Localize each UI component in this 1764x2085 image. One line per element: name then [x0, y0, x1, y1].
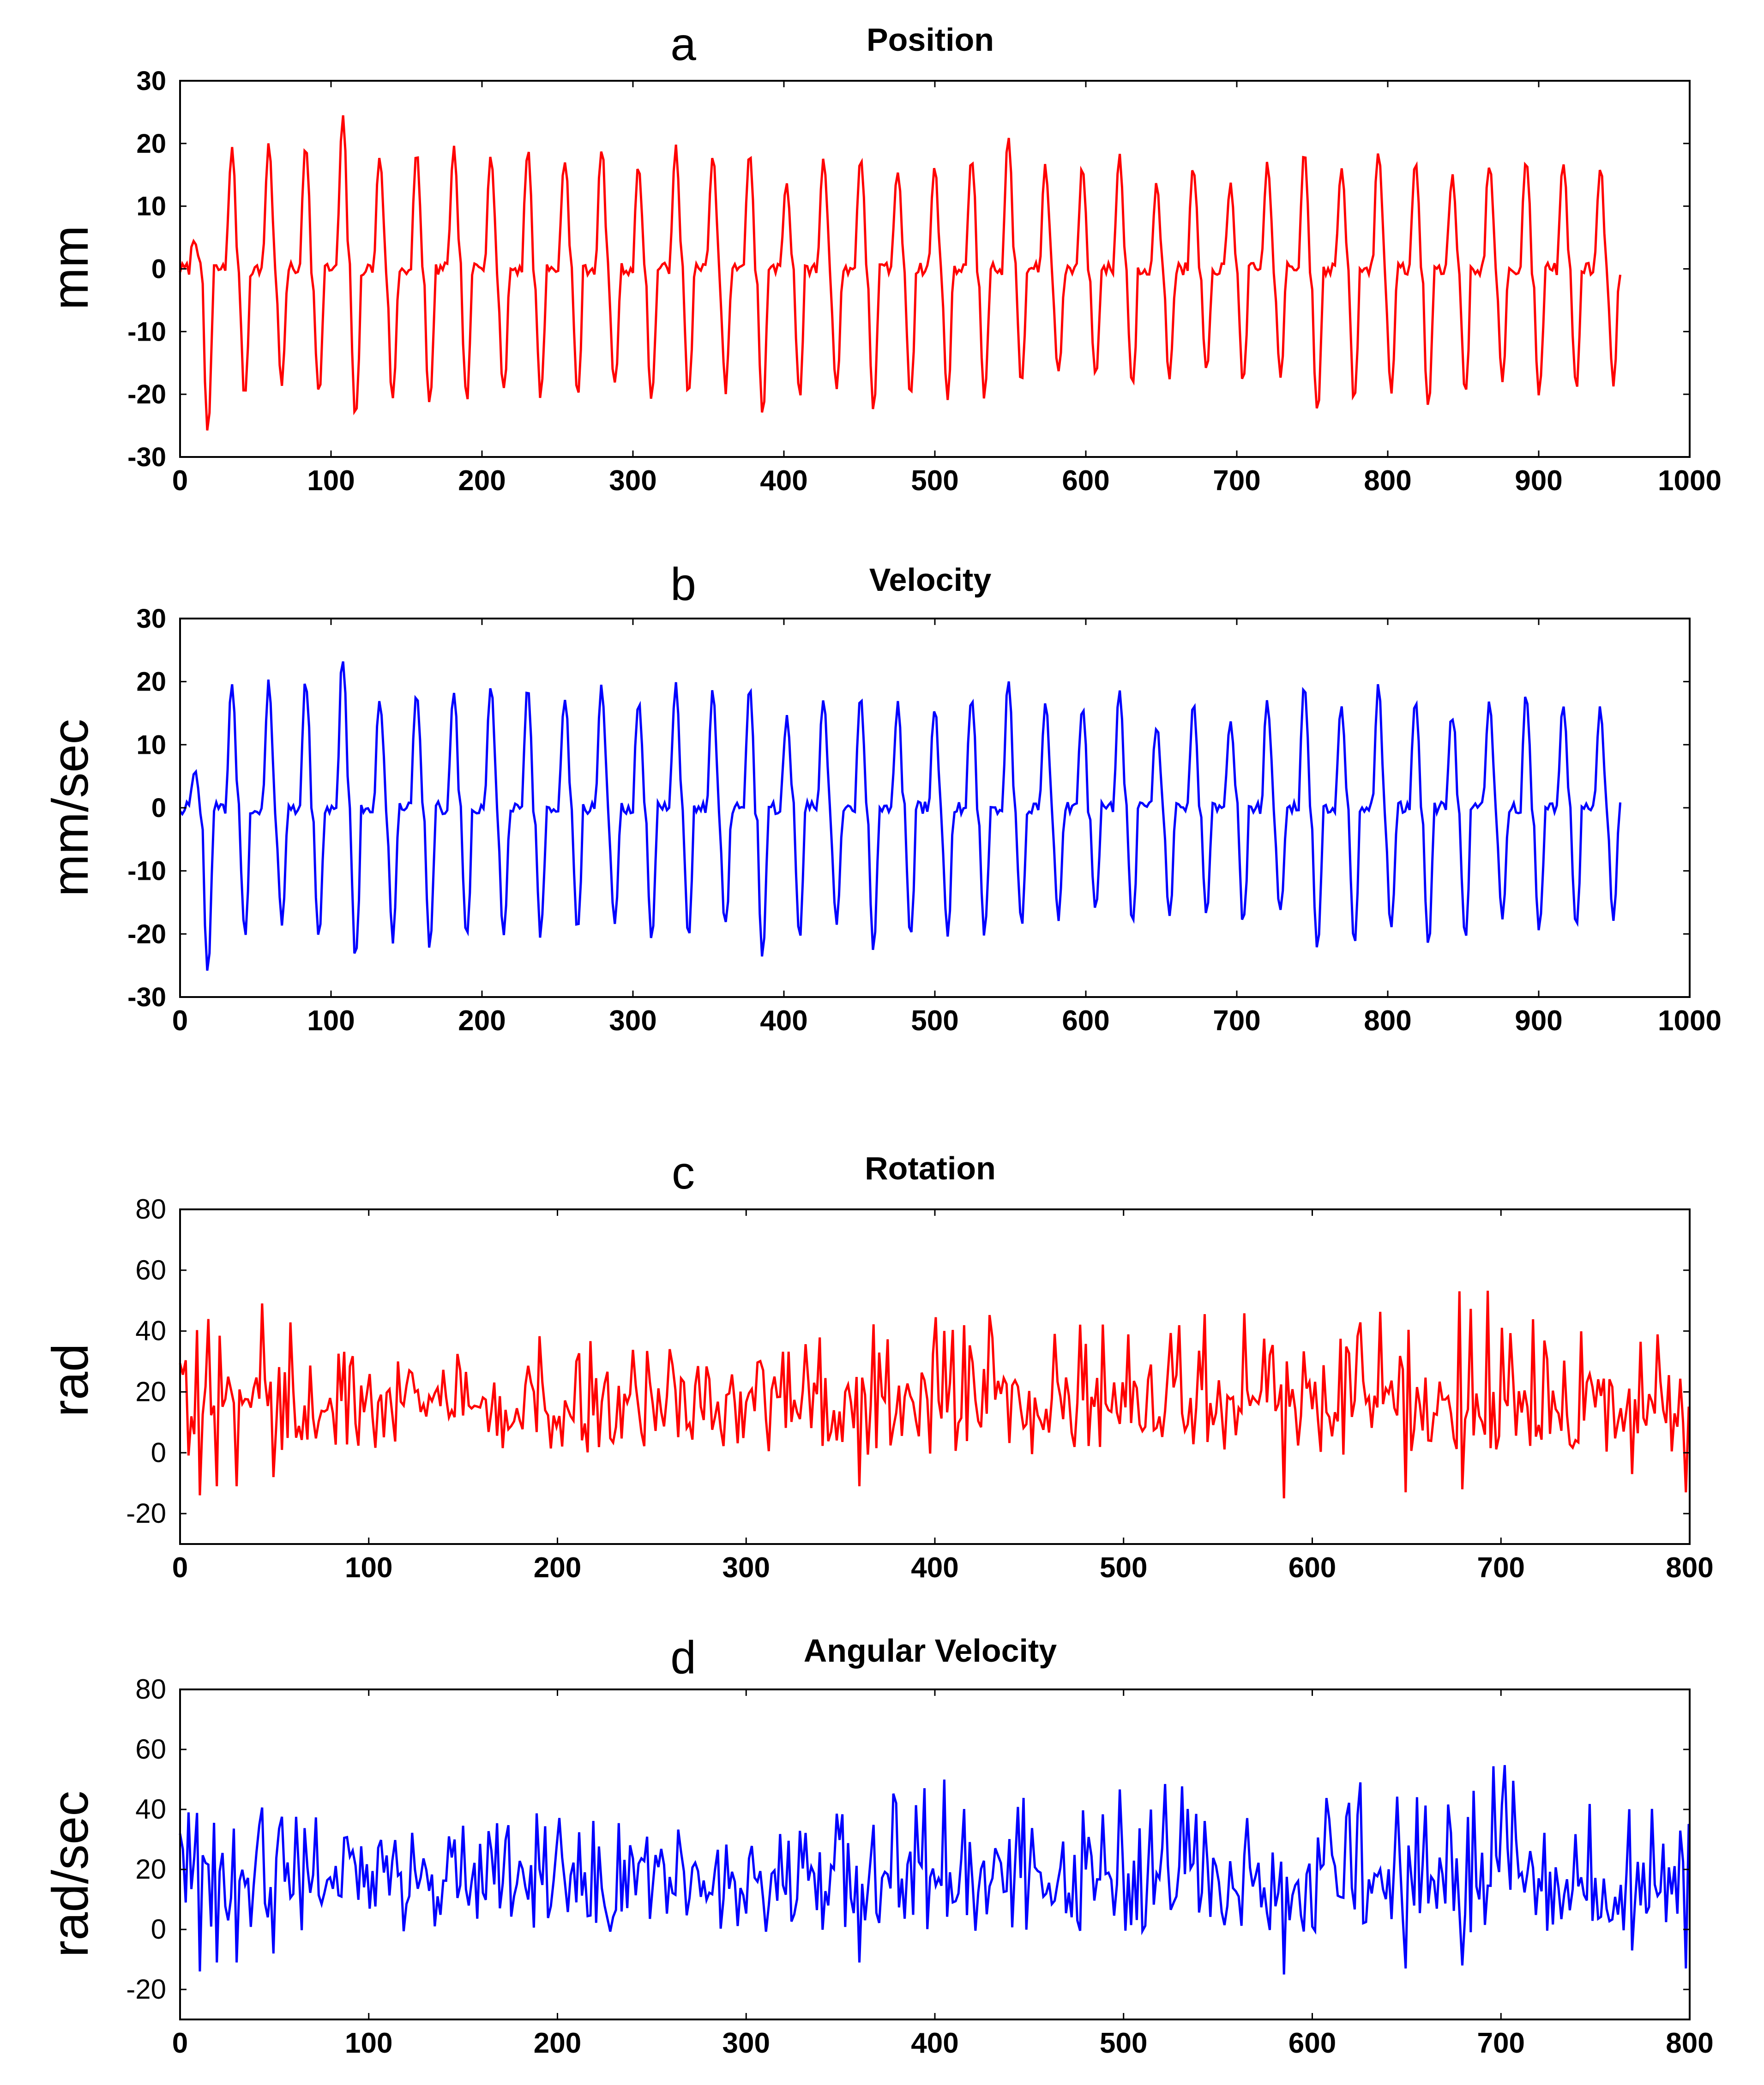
- y-axis-label: mm/sec: [42, 719, 99, 897]
- panel-letter: d: [670, 1632, 696, 1683]
- y-tick-label: 0: [151, 793, 166, 823]
- x-tick-label: 500: [1100, 2027, 1147, 2059]
- y-tick-label: -30: [127, 982, 166, 1012]
- y-tick-label: 20: [135, 1376, 166, 1407]
- x-tick-label: 400: [760, 465, 807, 497]
- x-tick-label: 400: [760, 1005, 807, 1037]
- chart-title: Rotation: [865, 1150, 996, 1186]
- y-tick-label: -20: [126, 1974, 166, 2005]
- x-tick-label: 500: [911, 465, 958, 497]
- y-tick-label: -20: [127, 379, 166, 409]
- x-tick-label: 500: [911, 1005, 958, 1037]
- x-tick-label: 300: [722, 2027, 770, 2059]
- panel-letter: c: [672, 1147, 695, 1199]
- x-tick-label: 300: [609, 465, 656, 497]
- panel-letter: a: [670, 18, 696, 70]
- series-line-d: [179, 1765, 1690, 1975]
- x-tick-label: 700: [1213, 465, 1260, 497]
- y-axis-label: rad: [42, 1344, 99, 1417]
- y-tick-label: 0: [151, 254, 166, 284]
- y-tick-label: 20: [136, 129, 166, 159]
- x-tick-label: 0: [172, 465, 188, 497]
- y-tick-label: -10: [127, 317, 166, 347]
- y-axis-label: rad/sec: [42, 1791, 99, 1958]
- y-tick-label: 60: [135, 1255, 166, 1286]
- y-tick-label: 40: [135, 1316, 166, 1346]
- y-tick-label: 60: [135, 1734, 166, 1765]
- plot-frame: [179, 1208, 1691, 1545]
- panel-letter: b: [670, 559, 696, 610]
- plot-frame: [179, 1688, 1691, 2020]
- y-tick-label: -20: [126, 1498, 166, 1529]
- y-tick-label: 80: [135, 1674, 166, 1705]
- x-tick-label: 0: [172, 2027, 188, 2059]
- x-tick-label: 100: [345, 1552, 392, 1584]
- y-tick-label: 10: [136, 192, 166, 222]
- x-tick-label: 200: [534, 2027, 581, 2059]
- x-tick-label: 700: [1477, 2027, 1525, 2059]
- plot-frame: [179, 80, 1691, 458]
- y-tick-label: 30: [136, 66, 166, 96]
- chart-title: Velocity: [869, 562, 992, 598]
- y-tick-label: -30: [127, 442, 166, 472]
- x-tick-label: 200: [458, 465, 506, 497]
- x-tick-label: 800: [1364, 1005, 1411, 1037]
- y-tick-label: 20: [136, 667, 166, 697]
- x-tick-label: 600: [1062, 465, 1109, 497]
- x-tick-label: 500: [1100, 1552, 1147, 1584]
- x-tick-label: 0: [172, 1005, 188, 1037]
- series-line-a: [179, 115, 1622, 431]
- x-tick-label: 1000: [1658, 465, 1722, 497]
- y-tick-label: 30: [136, 604, 166, 634]
- y-axis-label: mm: [42, 225, 99, 310]
- x-tick-label: 600: [1288, 1552, 1336, 1584]
- x-tick-label: 300: [609, 1005, 656, 1037]
- x-tick-label: 400: [911, 2027, 958, 2059]
- x-tick-label: 600: [1062, 1005, 1109, 1037]
- x-tick-label: 1000: [1658, 1005, 1722, 1037]
- chart-title: Position: [867, 22, 994, 58]
- x-tick-label: 200: [458, 1005, 506, 1037]
- x-tick-label: 800: [1666, 1552, 1713, 1584]
- y-tick-label: 10: [136, 730, 166, 760]
- x-tick-label: 200: [534, 1552, 581, 1584]
- x-tick-label: 300: [722, 1552, 770, 1584]
- x-tick-label: 900: [1515, 465, 1562, 497]
- x-tick-label: 100: [345, 2027, 392, 2059]
- y-tick-label: 0: [151, 1914, 166, 1945]
- x-tick-label: 800: [1666, 2027, 1713, 2059]
- x-tick-label: 900: [1515, 1005, 1562, 1037]
- y-tick-label: 0: [151, 1437, 166, 1468]
- y-tick-label: -10: [127, 856, 166, 886]
- x-tick-label: 0: [172, 1552, 188, 1584]
- x-tick-label: 700: [1477, 1552, 1525, 1584]
- x-tick-label: 100: [307, 465, 355, 497]
- chart-title: Angular Velocity: [804, 1633, 1057, 1669]
- x-tick-label: 800: [1364, 465, 1411, 497]
- x-tick-label: 400: [911, 1552, 958, 1584]
- x-tick-label: 600: [1288, 2027, 1336, 2059]
- y-tick-label: 40: [135, 1794, 166, 1825]
- y-tick-label: 80: [135, 1194, 166, 1225]
- series-line-c: [179, 1291, 1690, 1499]
- series-line-b: [179, 661, 1622, 971]
- y-tick-label: -20: [127, 919, 166, 949]
- x-tick-label: 100: [307, 1005, 355, 1037]
- x-tick-label: 700: [1213, 1005, 1260, 1037]
- y-tick-label: 20: [135, 1854, 166, 1885]
